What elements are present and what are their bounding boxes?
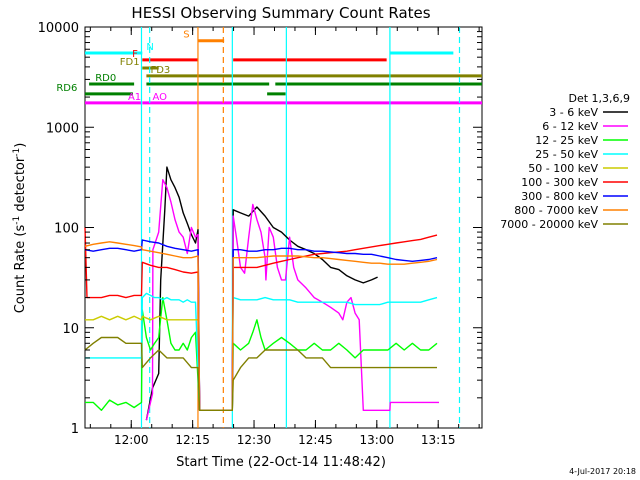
y-tick-label-4: 10000 [38, 21, 79, 36]
y-tick-label-3: 1000 [46, 121, 79, 136]
legend-title: Det 1,3,6,9 [568, 92, 630, 105]
series-line-6 [84, 239, 438, 411]
series-line-1 [145, 178, 439, 421]
x-tick-label-5: 13:15 [421, 433, 456, 447]
flag-label-S: S [183, 30, 189, 41]
y-tick-label-2: 100 [54, 222, 79, 237]
series-line-4 [85, 315, 198, 321]
legend-label-6: 300 - 800 keV [521, 190, 598, 203]
series-line-2 [85, 296, 438, 411]
x-axis: 12:00 12:15 12:30 12:45 13:00 13:15 [89, 27, 480, 447]
flag-label-A1: A1 [128, 92, 141, 103]
flag-bars: NSFFD1FD3RD0RD6A1AO [56, 30, 482, 105]
legend-label-4: 50 - 100 keV [528, 162, 598, 175]
y-axis-label-end: ) [13, 143, 28, 148]
series-lines [84, 166, 439, 421]
flag-label-RD0: RD0 [95, 73, 116, 84]
series-line-0 [145, 166, 378, 421]
y-axis-label-sup2: -1 [12, 148, 22, 157]
x-tick-label-0: 12:00 [114, 433, 149, 447]
series-line-7 [84, 241, 438, 411]
legend-label-3: 25 - 50 keV [535, 148, 598, 161]
series-line-8 [84, 336, 437, 411]
y-tick-label-1: 10 [62, 322, 79, 337]
legend-label-1: 6 - 12 keV [542, 120, 598, 133]
x-tick-label-3: 12:45 [298, 433, 333, 447]
y-axis-label-mid: detector [13, 156, 28, 216]
y-tick-label-0: 1 [71, 422, 79, 437]
y-axis-label: Count Rate (s-1 detector-1) [12, 143, 28, 314]
y-axis-label-main: Count Rate (s [13, 225, 28, 314]
series-line-5 [84, 227, 438, 411]
flag-label-AO: AO [153, 92, 168, 103]
flag-label-F: F [132, 49, 138, 60]
x-tick-label-1: 12:15 [175, 433, 210, 447]
legend-label-2: 12 - 25 keV [535, 134, 598, 147]
flag-label-FD1: FD1 [120, 57, 140, 68]
chart-title: HESSI Observing Summary Count Rates [131, 4, 430, 22]
y-axis-label-sup1: -1 [12, 216, 22, 225]
legend-label-0: 3 - 6 keV [549, 106, 598, 119]
x-tick-label-2: 12:30 [237, 433, 272, 447]
series-line-3 [85, 292, 438, 411]
legend-label-8: 7000 - 20000 keV [500, 218, 598, 231]
x-tick-label-4: 13:00 [360, 433, 395, 447]
flag-label-RD6: RD6 [56, 83, 77, 94]
legend-label-5: 100 - 300 keV [521, 176, 598, 189]
flag-label-FD3: FD3 [150, 65, 170, 76]
y-axis: 1 10 100 1000 10000 [38, 21, 482, 437]
x-axis-label: Start Time (22-Oct-14 11:48:42) [176, 455, 386, 470]
footer-date: 4-Jul-2017 20:18 [569, 467, 636, 476]
legend-label-7: 800 - 7000 keV [514, 204, 598, 217]
